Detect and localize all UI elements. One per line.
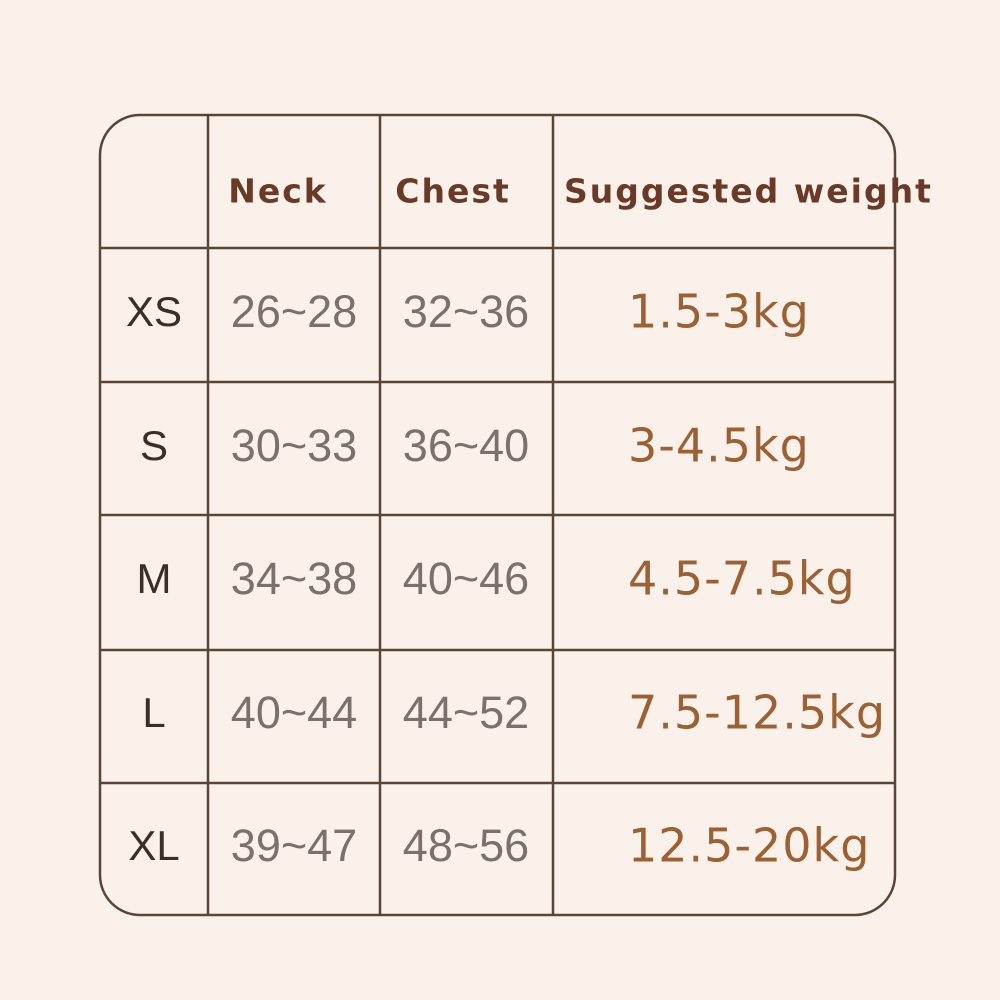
size-label: M (137, 555, 172, 602)
weight-cell: 7.5-12.5kg (628, 686, 886, 740)
chest-cell: 36~40 (403, 420, 529, 471)
neck-cell: 30~33 (231, 420, 357, 471)
column-header: Neck (228, 172, 328, 211)
column-header: Chest (395, 172, 511, 211)
size-label: XL (128, 822, 179, 869)
size-label: S (140, 422, 168, 469)
weight-cell: 3-4.5kg (628, 419, 810, 473)
grid-lines (100, 115, 895, 915)
chest-cell: 40~46 (403, 553, 529, 604)
neck-cell: 39~47 (231, 820, 357, 871)
chest-cell: 32~36 (403, 286, 529, 337)
weight-cell: 4.5-7.5kg (628, 552, 856, 606)
column-header: Suggested weight (564, 172, 933, 211)
size-label: L (142, 689, 165, 736)
neck-cell: 34~38 (231, 553, 357, 604)
size-label: XS (126, 288, 182, 335)
chest-cell: 44~52 (403, 687, 529, 738)
neck-cell: 26~28 (231, 286, 357, 337)
neck-cell: 40~44 (231, 687, 357, 738)
weight-cell: 1.5-3kg (628, 285, 810, 339)
weight-cell: 12.5-20kg (628, 819, 870, 873)
chest-cell: 48~56 (403, 820, 529, 871)
